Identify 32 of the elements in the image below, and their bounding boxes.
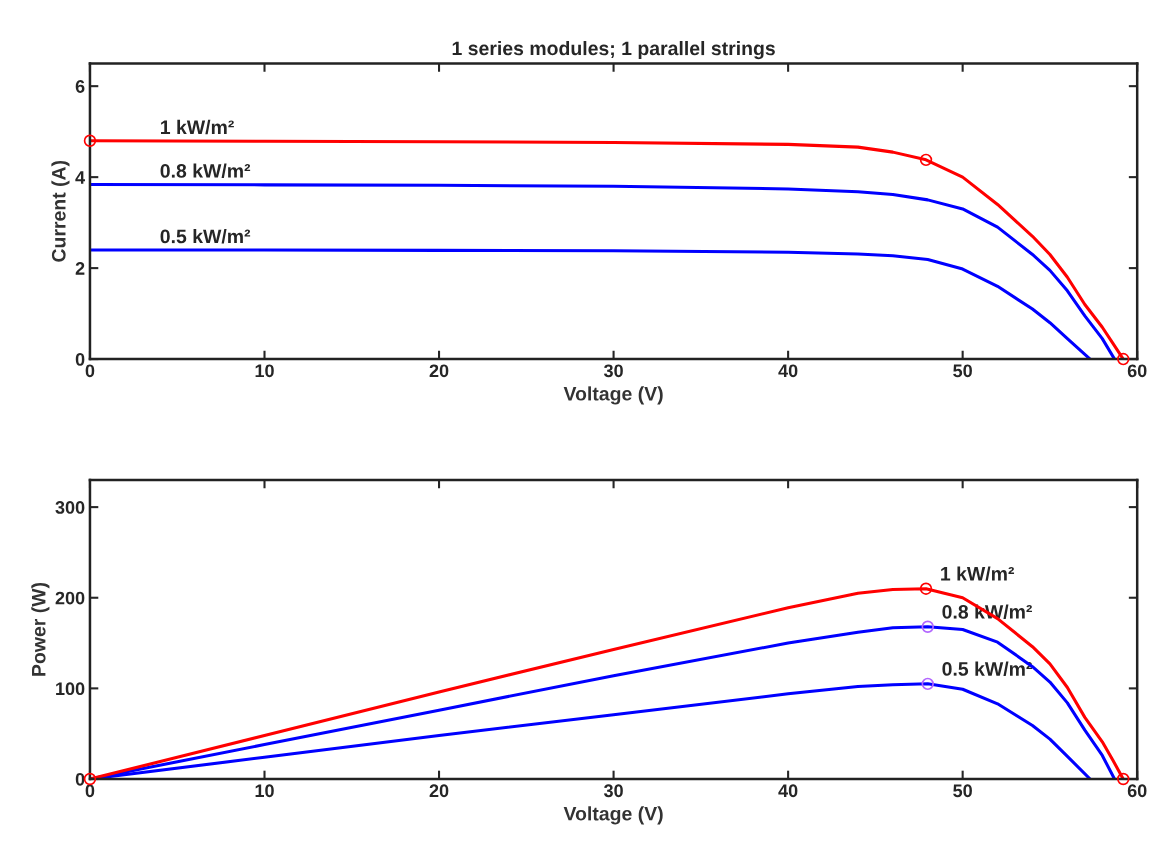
chart-title: 1 series modules; 1 parallel strings (452, 40, 775, 60)
x-tick-label: 20 (429, 784, 449, 798)
x-tick-label: 10 (255, 364, 274, 378)
y-tick-label: 0 (75, 772, 85, 786)
y-axis-title: Power (W) (31, 582, 50, 676)
x-tick-label: 60 (1127, 364, 1147, 378)
y-tick-label: 4 (75, 171, 86, 184)
x-tick-label: 10 (255, 784, 274, 798)
x-tick-label: 50 (953, 364, 972, 378)
y-tick-label: 6 (75, 80, 85, 93)
x-tick-label: 60 (1127, 784, 1147, 798)
x-tick-label: 30 (603, 364, 623, 378)
x-tick-label: 30 (603, 784, 623, 798)
y-tick-label: 0 (75, 353, 85, 366)
x-tick-label: 50 (953, 784, 972, 798)
x-tick-label: 0 (85, 364, 95, 378)
x-tick-label: 40 (778, 784, 798, 798)
y-tick-label: 2 (75, 262, 85, 275)
annotation: 1 kW/m² (941, 566, 1015, 581)
annotation: 0.8 kW/m² (160, 163, 251, 178)
y-tick-label: 100 (56, 682, 85, 696)
y-axis-title: Current (A) (51, 160, 70, 262)
annotation: 0.5 kW/m² (160, 229, 251, 244)
x-axis-title: Voltage (V) (563, 386, 663, 405)
x-tick-label: 40 (778, 364, 798, 378)
y-tick-label: 200 (55, 591, 85, 605)
x-axis-title: Voltage (V) (563, 806, 663, 825)
annotation: 0.5 kW/m² (942, 661, 1032, 677)
x-tick-label: 20 (429, 364, 449, 378)
x-tick-label: 0 (85, 784, 95, 798)
y-tick-label: 300 (55, 501, 85, 514)
annotation: 1 kW/m² (161, 119, 234, 135)
